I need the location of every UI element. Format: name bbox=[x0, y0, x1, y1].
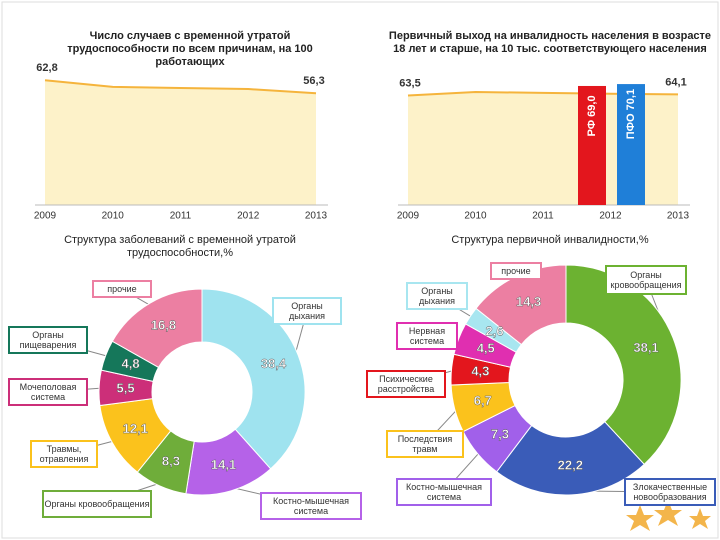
x-tick-label: 2011 bbox=[532, 211, 554, 222]
value-label: 4,3 bbox=[471, 364, 489, 379]
value-label: 4,5 bbox=[477, 341, 495, 356]
value-label: 6,7 bbox=[474, 393, 492, 408]
x-tick-label: 2013 bbox=[305, 211, 328, 222]
decoration bbox=[626, 500, 711, 531]
value-label: 14,3 bbox=[516, 294, 541, 309]
value-label: 64,1 bbox=[665, 76, 686, 88]
x-tick-label: 2009 bbox=[34, 211, 57, 222]
donut-segment bbox=[111, 288, 203, 369]
x-tick-label: 2012 bbox=[237, 211, 260, 222]
category-label: Органы дыхания bbox=[406, 282, 468, 310]
donut-segment bbox=[201, 288, 306, 470]
value-label: 38,4 bbox=[261, 356, 287, 371]
bar-label: РФ 69,0 bbox=[586, 95, 598, 136]
bar-label: ПФО 70,1 bbox=[625, 89, 637, 139]
value-label: 5,5 bbox=[117, 380, 135, 395]
value-label: 2,6 bbox=[486, 324, 504, 339]
area-fill bbox=[45, 80, 316, 205]
value-label: 7,3 bbox=[491, 426, 509, 441]
category-label: Мочеполовая система bbox=[8, 378, 88, 406]
x-tick-label: 2012 bbox=[599, 211, 622, 222]
area-line bbox=[44, 79, 317, 95]
donut-segment bbox=[495, 421, 645, 496]
category-label: Костно-мышечная система bbox=[260, 492, 362, 520]
category-label: Органы дыхания bbox=[272, 297, 342, 325]
value-label: 12,1 bbox=[123, 421, 148, 436]
category-label: прочие bbox=[92, 280, 152, 298]
category-label: Травмы, отравления bbox=[30, 440, 98, 468]
donut-segment bbox=[475, 264, 567, 346]
chart-title: Структура заболеваний с временной утрато… bbox=[64, 234, 296, 259]
chart-title: Число случаев с временной утратой трудос… bbox=[67, 30, 313, 68]
bar bbox=[578, 85, 606, 205]
value-label: 63,5 bbox=[399, 77, 420, 89]
bar bbox=[617, 84, 645, 205]
value-label: 56,3 bbox=[303, 75, 324, 87]
category-label: Костно-мышечная система bbox=[396, 478, 492, 506]
chart-title: Структура первичной инвалидности,% bbox=[451, 234, 649, 246]
x-tick-label: 2009 bbox=[397, 211, 420, 222]
value-label: 16,8 bbox=[151, 317, 176, 332]
value-label: 8,3 bbox=[162, 453, 180, 468]
x-tick-label: 2013 bbox=[667, 211, 690, 222]
x-tick-label: 2010 bbox=[464, 211, 487, 222]
value-label: 14,1 bbox=[211, 457, 236, 472]
category-label: Злокачественные новообразования bbox=[624, 478, 716, 506]
value-label: 4,8 bbox=[121, 356, 139, 371]
value-label: 38,1 bbox=[633, 340, 658, 355]
x-tick-label: 2011 bbox=[170, 211, 192, 222]
value-label: 22,2 bbox=[558, 457, 583, 472]
area-fill bbox=[408, 92, 678, 205]
category-label: Нервная система bbox=[396, 322, 458, 350]
category-label: Психические расстройства bbox=[366, 370, 446, 398]
category-label: Органы кровообращения bbox=[605, 265, 687, 295]
chart-title: Первичный выход на инвалидность населени… bbox=[388, 30, 712, 55]
value-label: 62,8 bbox=[36, 62, 57, 74]
category-label: Последствия травм bbox=[386, 430, 464, 458]
category-label: Органы кровообращения bbox=[42, 490, 152, 518]
category-label: Органы пищеварения bbox=[8, 326, 88, 354]
x-tick-label: 2010 bbox=[102, 211, 125, 222]
category-label: прочие bbox=[490, 262, 542, 280]
